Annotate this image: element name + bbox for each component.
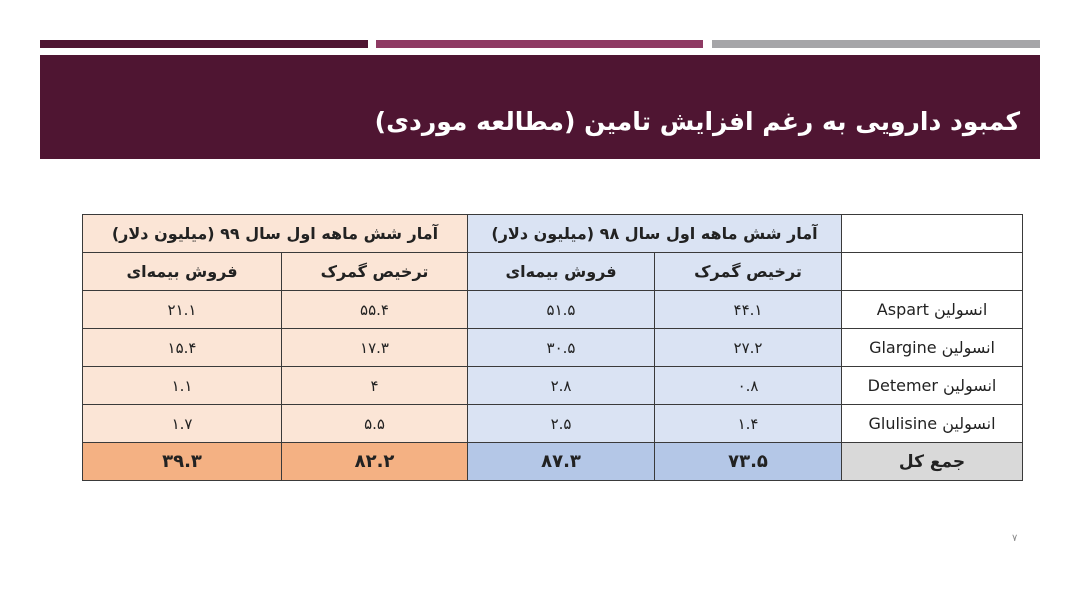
title-banner: کمبود دارویی به رغم افزایش تامین (مطالعه… bbox=[40, 55, 1040, 159]
cell-customs-98: ۴۴.۱ bbox=[654, 290, 843, 329]
cell-insurance-99: ۱۵.۴ bbox=[81, 328, 283, 367]
accent-bar-mauve bbox=[376, 40, 703, 48]
total-label: جمع کل bbox=[841, 442, 1024, 481]
cell-customs-99: ۴ bbox=[281, 366, 469, 405]
cell-customs-99: ۵۵.۴ bbox=[281, 290, 469, 329]
row-label: انسولین Glargine bbox=[841, 328, 1024, 367]
table-row: انسولین Aspart ۴۴.۱ ۵۱.۵ ۵۵.۴ ۲۱.۱ bbox=[81, 290, 1024, 329]
col-insurance-98: فروش بیمه‌ای bbox=[467, 252, 656, 291]
col-insurance-99: فروش بیمه‌ای bbox=[81, 252, 283, 291]
cell-insurance-99: ۲۱.۱ bbox=[81, 290, 283, 329]
row-label: انسولین Glulisine bbox=[841, 404, 1024, 443]
cell-insurance-99: ۱.۱ bbox=[81, 366, 283, 405]
cell-insurance-99: ۱.۷ bbox=[81, 404, 283, 443]
group-header-99: آمار شش ماهه اول سال ۹۹ (میلیون دلار) bbox=[81, 214, 469, 253]
row-label: انسولین Aspart bbox=[841, 290, 1024, 329]
group-header-98: آمار شش ماهه اول سال ۹۸ (میلیون دلار) bbox=[467, 214, 843, 253]
table-row: انسولین Detemer ۰.۸ ۲.۸ ۴ ۱.۱ bbox=[81, 366, 1024, 405]
cell-insurance-98: ۳۰.۵ bbox=[467, 328, 656, 367]
total-row: جمع کل ۷۳.۵ ۸۷.۳ ۸۲.۲ ۳۹.۳ bbox=[81, 442, 1024, 481]
accent-bar-dark bbox=[40, 40, 368, 48]
cell-customs-99: ۵.۵ bbox=[281, 404, 469, 443]
table-row: انسولین Glulisine ۱.۴ ۲.۵ ۵.۵ ۱.۷ bbox=[81, 404, 1024, 443]
empty-corner bbox=[841, 252, 1024, 291]
total-customs-98: ۷۳.۵ bbox=[654, 442, 843, 481]
accent-bar-gray bbox=[712, 40, 1040, 48]
cell-customs-98: ۲۷.۲ bbox=[654, 328, 843, 367]
cell-customs-99: ۱۷.۳ bbox=[281, 328, 469, 367]
col-customs-99: ترخیص گمرک bbox=[281, 252, 469, 291]
page-number: ۷ bbox=[1012, 533, 1018, 544]
row-label: انسولین Detemer bbox=[841, 366, 1024, 405]
group-header-row: آمار شش ماهه اول سال ۹۸ (میلیون دلار) آم… bbox=[81, 214, 1024, 253]
cell-insurance-98: ۵۱.۵ bbox=[467, 290, 656, 329]
cell-customs-98: ۱.۴ bbox=[654, 404, 843, 443]
cell-insurance-98: ۲.۵ bbox=[467, 404, 656, 443]
slide-title: کمبود دارویی به رغم افزایش تامین (مطالعه… bbox=[374, 107, 1020, 136]
col-customs-98: ترخیص گمرک bbox=[654, 252, 843, 291]
insulin-stats-table: آمار شش ماهه اول سال ۹۸ (میلیون دلار) آم… bbox=[81, 214, 1024, 481]
table-row: انسولین Glargine ۲۷.۲ ۳۰.۵ ۱۷.۳ ۱۵.۴ bbox=[81, 328, 1024, 367]
column-header-row: ترخیص گمرک فروش بیمه‌ای ترخیص گمرک فروش … bbox=[81, 252, 1024, 291]
total-insurance-99: ۳۹.۳ bbox=[81, 442, 283, 481]
total-customs-99: ۸۲.۲ bbox=[281, 442, 469, 481]
empty-corner bbox=[841, 214, 1024, 253]
cell-customs-98: ۰.۸ bbox=[654, 366, 843, 405]
total-insurance-98: ۸۷.۳ bbox=[467, 442, 656, 481]
cell-insurance-98: ۲.۸ bbox=[467, 366, 656, 405]
